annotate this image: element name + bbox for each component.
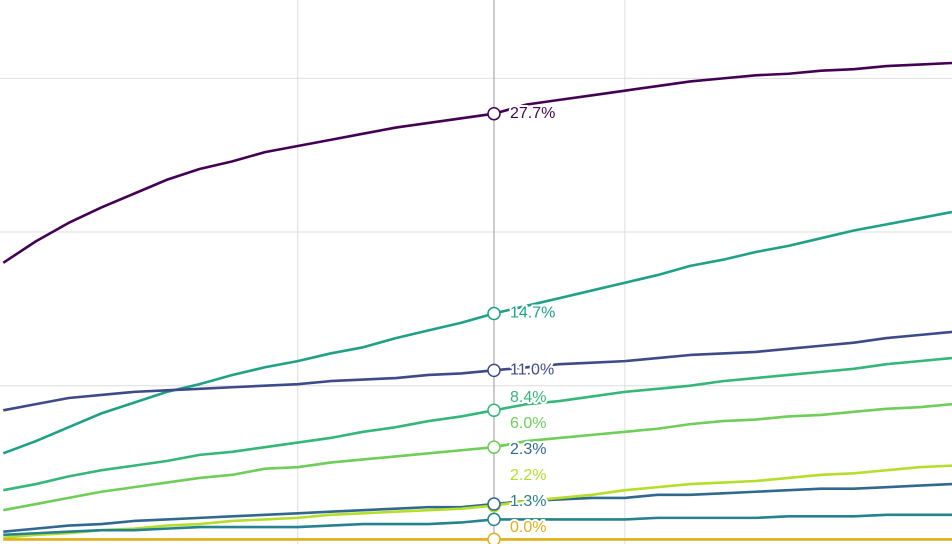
value-label: 6.0% <box>510 415 546 432</box>
series-line <box>3 513 952 537</box>
hover-marker <box>487 440 501 454</box>
series-line <box>3 482 952 534</box>
hover-marker <box>487 512 501 527</box>
series-line <box>3 402 952 512</box>
value-label: 2.2% <box>510 467 546 484</box>
hover-marker <box>487 306 501 321</box>
hover-marker <box>487 106 501 121</box>
value-label: 1.3% <box>510 493 546 510</box>
series-line <box>3 330 952 412</box>
series-line <box>3 464 952 540</box>
series-line <box>2 61 952 264</box>
hover-marker <box>487 403 501 418</box>
value-label: 8.4% <box>510 389 546 406</box>
hover-marker <box>487 363 501 378</box>
hover-marker <box>487 532 501 544</box>
value-label: 27.7% <box>510 105 555 122</box>
hover-marker <box>487 497 501 511</box>
value-label: 14.7% <box>510 305 555 322</box>
value-label: 11.0% <box>510 362 554 379</box>
series-line <box>2 210 952 455</box>
series-line <box>3 356 952 492</box>
value-label: 2.3% <box>510 441 546 458</box>
value-label: 0.0% <box>510 519 546 536</box>
